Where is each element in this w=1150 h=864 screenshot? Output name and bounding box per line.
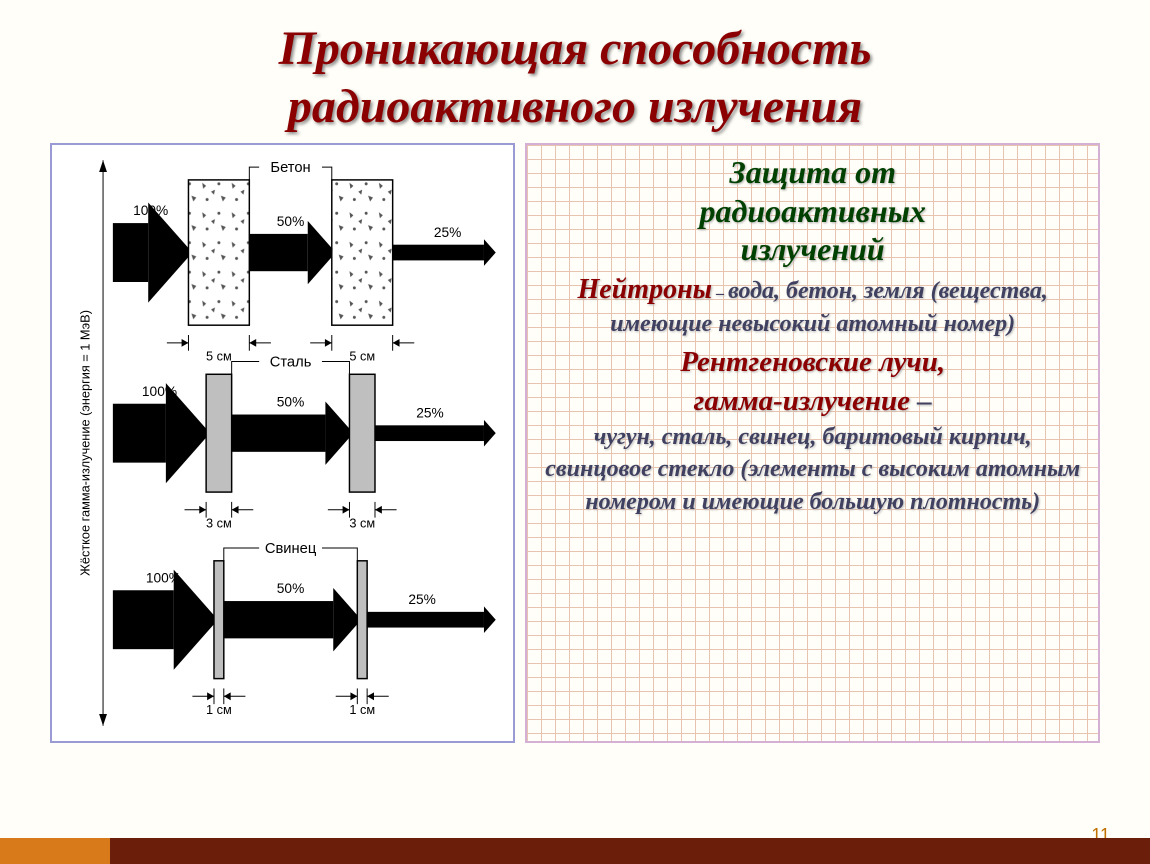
svg-text:3 см: 3 см: [206, 516, 232, 531]
svg-text:1 см: 1 см: [206, 702, 232, 717]
pct-50: 50%: [277, 581, 305, 596]
material-label: Бетон: [270, 160, 310, 176]
subtitle-line-3: излучений: [741, 231, 885, 267]
barrier-block-2: [357, 561, 367, 679]
pct-25: 25%: [434, 225, 462, 240]
diagram-row-Бетон: Бетон100%50%25%5 см5 см: [113, 160, 496, 363]
slide: Проникающая способность радиоактивного и…: [0, 0, 1150, 864]
diagram-panel: Жёсткое гамма-излучение (энергия = 1 МэВ…: [50, 143, 515, 743]
neutrons-block: Нейтроны – вода, бетон, земля (вещества,…: [541, 274, 1084, 340]
pct-50: 50%: [277, 214, 305, 229]
title-line-2: радиоактивного излучения: [288, 80, 862, 133]
pct-25: 25%: [408, 592, 435, 607]
diagram-row-Сталь: Сталь100%50%25%3 см3 см: [113, 355, 496, 531]
content-row: Жёсткое гамма-излучение (энергия = 1 МэВ…: [30, 143, 1120, 743]
svg-text:5 см: 5 см: [349, 349, 375, 364]
xray-body: чугун, сталь, свинец, баритовый кирпич, …: [541, 421, 1084, 518]
xray-label-line-2: гамма-излучение: [694, 385, 910, 417]
pct-50: 50%: [277, 395, 305, 410]
y-axis-label: Жёсткое гамма-излучение (энергия = 1 МэВ…: [77, 310, 92, 576]
svg-text:3 см: 3 см: [349, 516, 375, 531]
xray-dash: –: [910, 385, 932, 417]
protection-subtitle: Защита от радиоактивных излучений: [541, 153, 1084, 268]
slide-title: Проникающая способность радиоактивного и…: [30, 20, 1120, 135]
neutrons-dash: –: [712, 285, 728, 302]
xray-label-line-1: Рентгеновские лучи,: [680, 346, 945, 378]
subtitle-line-2: радиоактивных: [699, 193, 925, 229]
barrier-block-2: [332, 180, 393, 325]
barrier-block-1: [188, 180, 249, 325]
subtitle-line-1: Защита от: [729, 154, 896, 190]
material-label: Свинец: [265, 541, 317, 557]
y-axis-arrowhead-top: [99, 160, 107, 172]
protection-panel: Защита от радиоактивных излучений Нейтро…: [525, 143, 1100, 743]
svg-text:5 см: 5 см: [206, 349, 232, 364]
svg-text:1 см: 1 см: [349, 702, 375, 717]
barrier-block-1: [214, 561, 224, 679]
pct-25: 25%: [416, 406, 444, 421]
barrier-block-1: [206, 374, 232, 492]
diagram-row-Свинец: Свинец100%50%25%1 см1 см: [113, 541, 496, 717]
barrier-block-2: [349, 374, 375, 492]
neutrons-label: Нейтроны: [578, 274, 713, 305]
accent-maroon: [110, 838, 1150, 864]
penetration-diagram: Жёсткое гамма-излучение (энергия = 1 МэВ…: [52, 145, 513, 741]
title-line-1: Проникающая способность: [279, 22, 872, 75]
bottom-accent-bar: [0, 838, 1150, 864]
material-label: Сталь: [270, 355, 312, 371]
xray-label: Рентгеновские лучи, гамма-излучение –: [541, 344, 1084, 421]
accent-orange: [0, 838, 110, 864]
y-axis-arrowhead-bottom: [99, 714, 107, 726]
